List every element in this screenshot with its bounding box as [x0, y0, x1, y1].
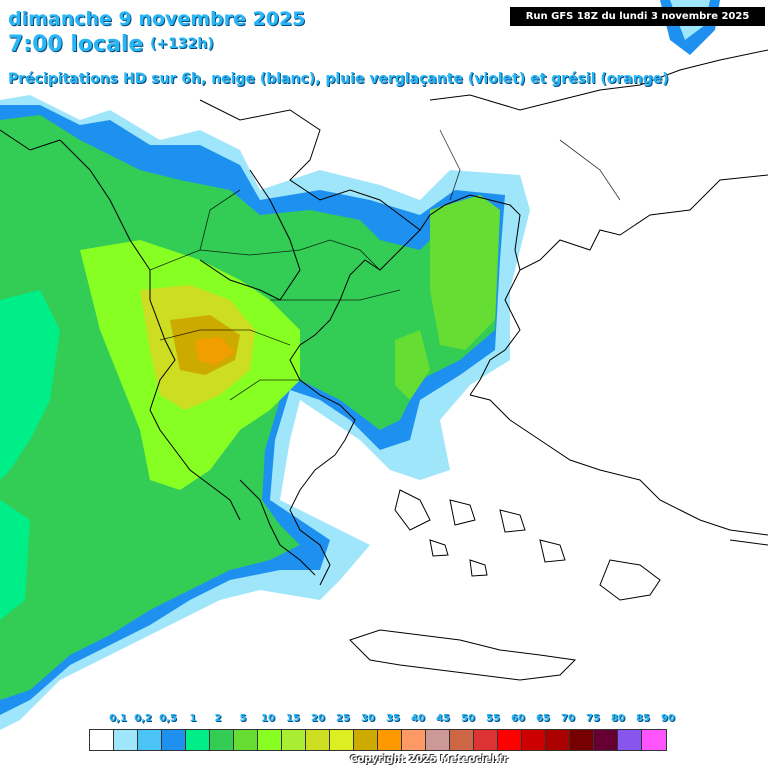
legend-swatch — [426, 730, 450, 750]
legend-swatch — [570, 730, 594, 750]
forecast-time: 7:00 locale — [8, 32, 144, 57]
legend-swatch — [378, 730, 402, 750]
legend-swatch — [282, 730, 306, 750]
legend-labels: 0,1 0,2 0,5 1 2 5 10 15 20 25 30 35 40 45 50 55 60 65 70 75… — [90, 713, 675, 727]
map-subtitle: Précipitations HD sur 6h, neige (blanc),… — [8, 71, 669, 87]
legend-label: 10 — [261, 713, 275, 724]
legend-label: 60 — [511, 713, 525, 724]
legend-label: 2 — [214, 713, 222, 724]
lead-time: (+132h) — [150, 36, 214, 52]
legend-swatch — [306, 730, 330, 750]
legend-swatch — [234, 730, 258, 750]
legend-swatch — [114, 730, 138, 750]
legend-swatch — [594, 730, 618, 750]
legend-swatch — [402, 730, 426, 750]
legend-swatch — [354, 730, 378, 750]
legend-swatch — [618, 730, 642, 750]
legend-label: 55 — [486, 713, 500, 724]
legend-label: 25 — [336, 713, 350, 724]
coastlines — [0, 49, 768, 681]
legend-swatch — [90, 730, 114, 750]
legend-label: 70 — [561, 713, 575, 724]
legend-label: 1 — [189, 713, 197, 724]
forecast-date: dimanche 9 novembre 2025 — [8, 8, 306, 30]
legend-label: 5 — [239, 713, 247, 724]
legend-swatch — [210, 730, 234, 750]
legend-label: 90 — [661, 713, 675, 724]
legend-swatch — [450, 730, 474, 750]
legend-label: 45 — [436, 713, 450, 724]
legend-swatch — [162, 730, 186, 750]
legend-swatch — [546, 730, 570, 750]
copyright: Copyright 2025 Meteociel.fr — [350, 754, 508, 765]
legend-label: 80 — [611, 713, 625, 724]
legend-color-bar — [89, 729, 667, 751]
legend-label: 30 — [361, 713, 375, 724]
run-label: Run GFS 18Z du lundi 3 novembre 2025 — [510, 7, 765, 26]
legend-label: 50 — [461, 713, 475, 724]
legend-swatch — [642, 730, 666, 750]
legend-label: 85 — [636, 713, 650, 724]
legend-swatch — [138, 730, 162, 750]
legend-label: 65 — [536, 713, 550, 724]
precipitation-field — [0, 0, 720, 730]
legend-label: 15 — [286, 713, 300, 724]
legend-label: 20 — [311, 713, 325, 724]
borders — [149, 129, 621, 401]
legend-label: 0,2 — [134, 713, 152, 724]
legend-swatch — [330, 730, 354, 750]
legend-label: 0,1 — [109, 713, 127, 724]
legend-swatch — [186, 730, 210, 750]
legend-swatch — [522, 730, 546, 750]
legend-label: 35 — [386, 713, 400, 724]
legend-label: 40 — [411, 713, 425, 724]
legend-swatch — [498, 730, 522, 750]
legend-swatch — [258, 730, 282, 750]
legend-label: 0,5 — [159, 713, 177, 724]
legend-swatch — [474, 730, 498, 750]
legend-label: 75 — [586, 713, 600, 724]
